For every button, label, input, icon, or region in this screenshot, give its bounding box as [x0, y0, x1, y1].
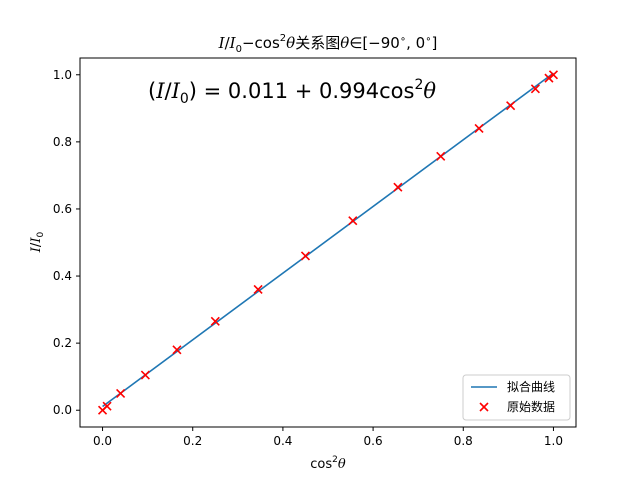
x-tick-label: 1.0	[544, 434, 563, 448]
data-point	[530, 84, 540, 94]
y-tick-label: 0.0	[53, 403, 72, 417]
x-tick-label: 0.0	[93, 434, 112, 448]
x-tick-label: 0.4	[273, 434, 292, 448]
series-layer	[97, 70, 559, 415]
legend: 拟合曲线 原始数据	[462, 374, 571, 421]
data-point	[348, 216, 358, 226]
y-axis-label: I/I0	[29, 232, 46, 254]
data-point	[393, 182, 403, 192]
data-point	[253, 284, 263, 295]
legend-label-fit: 拟合曲线	[507, 379, 555, 394]
data-point	[506, 101, 516, 111]
data-point	[544, 73, 554, 83]
data-point	[300, 251, 311, 261]
fit-equation: (I/I0) = 0.011 + 0.994cos2θ	[148, 77, 436, 107]
data-point	[436, 151, 446, 161]
y-tick-label: 0.4	[53, 269, 72, 283]
data-point	[474, 123, 484, 134]
data-point	[210, 316, 220, 326]
x-tick-label: 0.6	[364, 434, 383, 448]
axes-frame	[79, 57, 577, 428]
y-tick-label: 0.6	[53, 202, 72, 216]
data-point	[102, 401, 112, 411]
y-ticks: 0.0 0.2 0.4 0.6 0.8 1.0	[53, 68, 80, 417]
x-tick-label: 0.8	[454, 434, 473, 448]
x-axis-label: cos2θ	[310, 455, 346, 472]
data-point	[172, 345, 182, 355]
data-point	[116, 388, 126, 399]
y-tick-label: 0.8	[53, 135, 72, 149]
y-tick-label: 1.0	[53, 68, 72, 82]
plot-area	[80, 58, 576, 427]
legend-label-data: 原始数据	[507, 399, 555, 414]
x-ticks: 0.0 0.2 0.4 0.6 0.8 1.0	[93, 427, 563, 448]
data-point	[548, 70, 559, 80]
y-tick-label: 0.2	[53, 336, 72, 350]
x-tick-label: 0.2	[183, 434, 202, 448]
legend-x-marker	[479, 402, 489, 412]
chart-title: I/I0−cos2θ关系图θ∈[−90∘, 0∘]	[218, 33, 438, 55]
data-point	[140, 370, 150, 380]
